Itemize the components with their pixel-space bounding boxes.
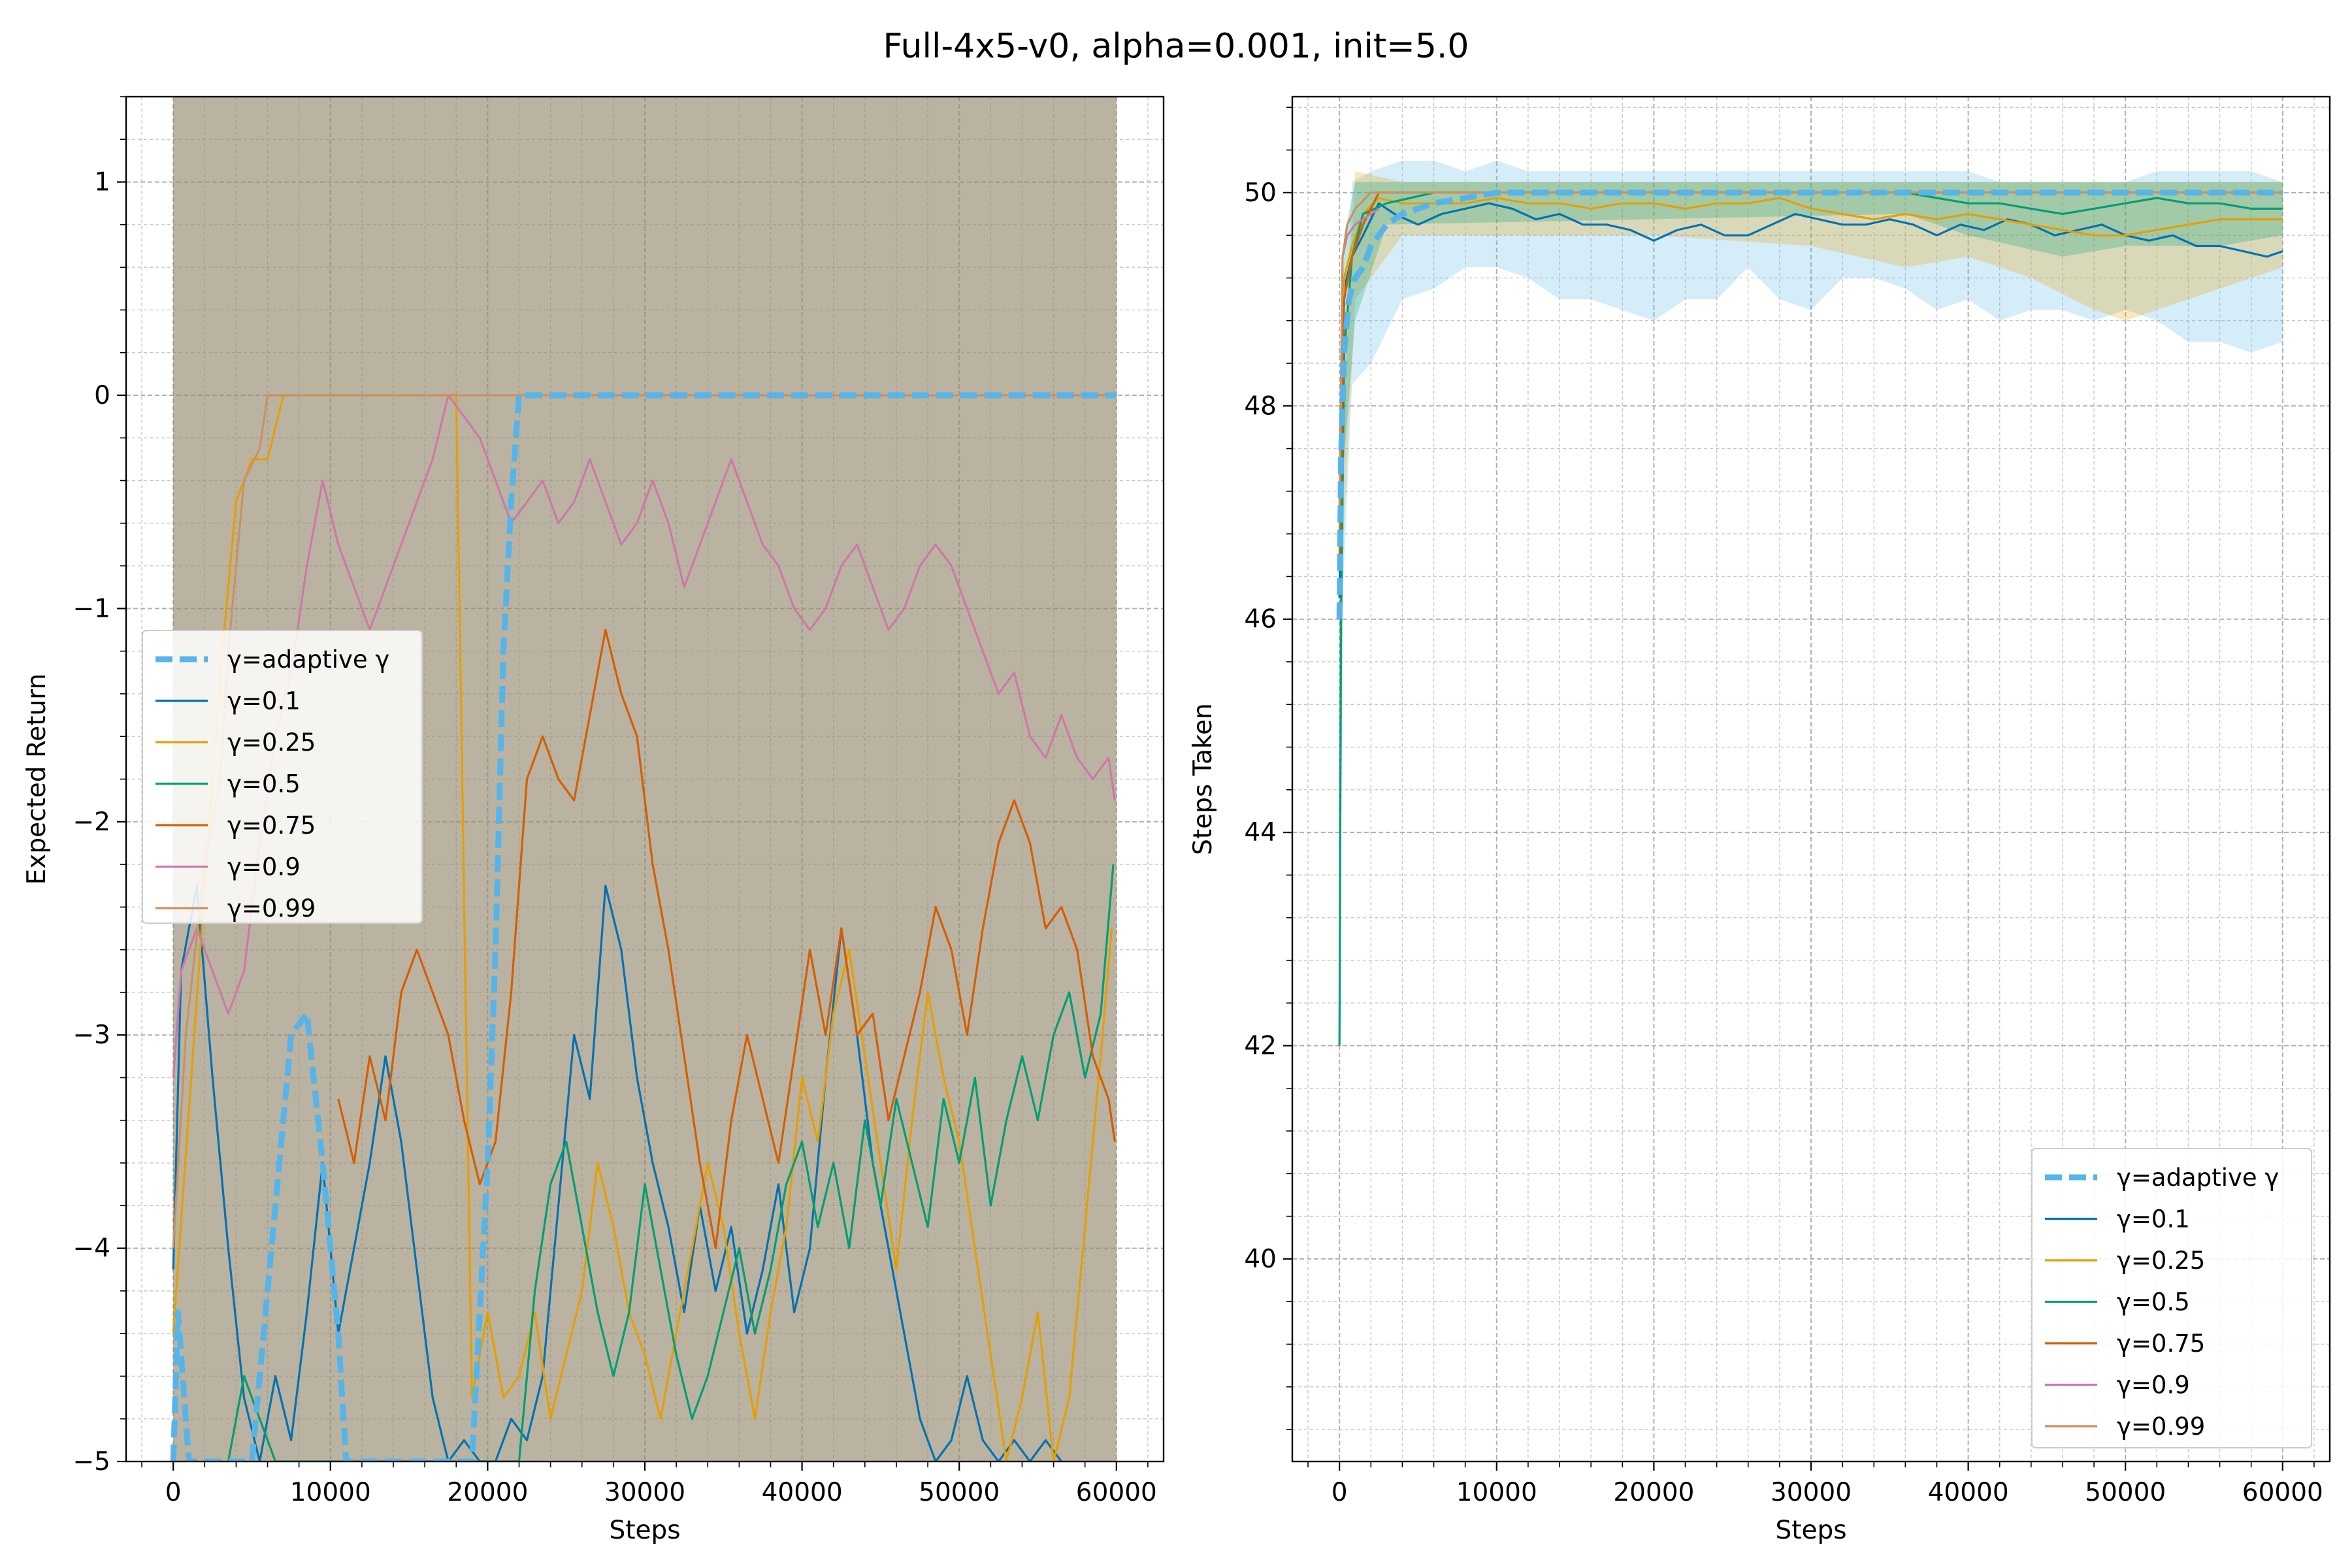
legend-label: γ=0.1 — [227, 687, 301, 715]
x-tick-label: 30000 — [1771, 1478, 1852, 1507]
confidence-band — [1339, 160, 2283, 673]
legend-label: γ=adaptive γ — [227, 645, 389, 674]
x-tick-label: 0 — [1331, 1478, 1348, 1507]
figure-title: Full-4x5-v0, alpha=0.001, init=5.0 — [883, 27, 1469, 66]
y-tick-label: 44 — [1244, 818, 1277, 847]
y-tick-label: 48 — [1244, 391, 1277, 421]
legend-box — [142, 630, 423, 924]
series-line — [172, 394, 1117, 1249]
legend-label: γ=0.25 — [2117, 1247, 2205, 1275]
x-tick-label: 30000 — [604, 1478, 685, 1507]
y-tick-label: 40 — [1244, 1245, 1277, 1274]
legend-label: γ=0.99 — [2117, 1413, 2205, 1441]
y-axis-label: Steps Taken — [1188, 703, 1218, 855]
legend-label: γ=0.25 — [227, 728, 316, 757]
x-tick-label: 50000 — [2085, 1478, 2166, 1507]
legend: γ=adaptive γ γ=0.1 γ=0.25 γ=0.5 γ=0.75 γ=0.9 γ… — [2031, 1148, 2312, 1448]
series-line — [172, 394, 1116, 1078]
x-tick-label: 10000 — [290, 1478, 371, 1507]
left-chart-expected-return: 0 10000 20000 30000 40000 50000 60000 −5 −4 −3 −2 −… — [22, 95, 1165, 1545]
series-line — [1338, 191, 2283, 513]
y-tick-label: −2 — [73, 808, 111, 837]
plot-area — [1336, 160, 2283, 1046]
x-tick-label: 20000 — [1613, 1478, 1694, 1507]
legend-label: γ=0.1 — [2117, 1205, 2190, 1233]
legend-label: γ=0.75 — [227, 811, 316, 840]
legend-label: γ=0.9 — [227, 853, 301, 881]
series-line — [1338, 191, 2283, 1046]
y-tick-label: −4 — [73, 1234, 111, 1264]
series-line — [227, 864, 1115, 1462]
confidence-band — [1339, 171, 2283, 619]
x-tick-label: 60000 — [1076, 1478, 1157, 1507]
y-tick-label: −5 — [73, 1447, 111, 1477]
series-line — [170, 392, 1117, 1462]
y-tick-label: 46 — [1244, 605, 1277, 634]
y-tick-label: −1 — [73, 594, 111, 623]
x-tick-label: 40000 — [1928, 1478, 2009, 1507]
x-tick-label: 40000 — [762, 1478, 843, 1507]
x-axis-label: Steps — [609, 1516, 680, 1545]
x-tick-label: 10000 — [1456, 1478, 1537, 1507]
series-line — [1338, 202, 2283, 598]
grid — [126, 96, 1164, 1462]
series-line — [172, 885, 1062, 1462]
x-tick-label: 60000 — [2242, 1478, 2323, 1507]
legend-label: γ=0.5 — [227, 770, 301, 798]
y-axis-label: Expected Return — [22, 674, 52, 885]
x-tick-label: 20000 — [447, 1478, 528, 1507]
series-line — [1336, 189, 2283, 619]
y-tick-label: 42 — [1244, 1032, 1277, 1061]
legend-label: γ=0.99 — [227, 894, 316, 923]
legend: γ=adaptive γ γ=0.1 γ=0.25 γ=0.5 γ=0.75 γ=0.9 γ… — [142, 630, 423, 924]
legend-label: γ=0.5 — [2117, 1288, 2190, 1316]
y-tick-label: 1 — [94, 168, 110, 197]
series-line — [1338, 197, 2283, 566]
legend-box — [2031, 1148, 2312, 1448]
legend-label: γ=0.9 — [2117, 1371, 2190, 1399]
x-axis-label: Steps — [1775, 1516, 1846, 1545]
y-tick-label: 0 — [94, 381, 110, 410]
x-tick-label: 0 — [165, 1478, 182, 1507]
legend-label: γ=0.75 — [2117, 1330, 2205, 1358]
y-tick-label: −3 — [73, 1021, 111, 1050]
x-tick-label: 50000 — [919, 1478, 1000, 1507]
right-chart-steps-taken: 0 10000 20000 30000 40000 50000 60000 40 42 44 46 4… — [1188, 95, 2331, 1545]
y-tick-label: 50 — [1244, 178, 1277, 208]
series-line — [337, 629, 1116, 1250]
legend-label: γ=adaptive γ — [2117, 1164, 2279, 1192]
